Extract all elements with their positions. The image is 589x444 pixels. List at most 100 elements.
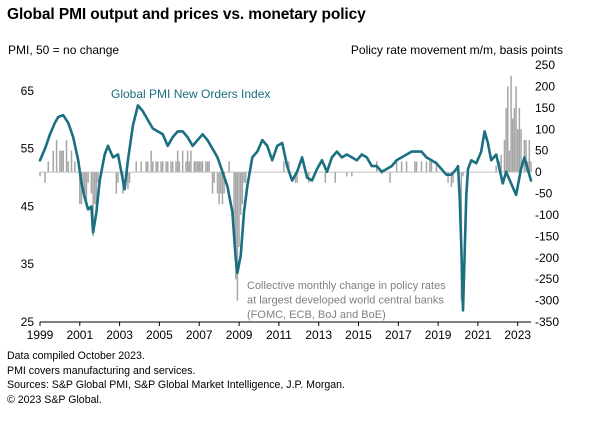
right-tick-label: 200 <box>535 79 555 93</box>
policy-bar <box>425 161 428 173</box>
x-tick-label: 2011 <box>266 328 292 342</box>
right-axis-label: Policy rate movement m/m, basis points <box>350 43 563 57</box>
policy-bar <box>55 139 58 173</box>
policy-bar <box>160 161 162 173</box>
policy-bar <box>241 172 244 205</box>
left-tick-label: 35 <box>21 257 35 271</box>
policy-bar <box>185 161 187 173</box>
policy-bar <box>93 172 96 205</box>
policy-bar <box>67 161 69 173</box>
policy-bar <box>178 161 181 173</box>
policy-bar <box>166 161 169 173</box>
policy-bar <box>429 161 431 173</box>
right-tick-label: -300 <box>535 294 559 308</box>
x-tick-label: 2015 <box>345 328 372 342</box>
x-tick-label: 2001 <box>66 328 93 342</box>
policy-bar <box>44 172 46 183</box>
x-tick-label: 1999 <box>27 328 54 342</box>
policy-bar <box>244 172 247 183</box>
policy-bar <box>147 161 149 173</box>
policy-bar <box>296 172 298 183</box>
right-tick-label: -250 <box>535 272 559 286</box>
policy-bar <box>518 107 521 173</box>
x-tick-label: 2003 <box>106 328 133 342</box>
policy-bar <box>208 161 210 173</box>
policy-bar <box>288 161 290 173</box>
policy-bar <box>221 172 224 205</box>
left-tick-label: 25 <box>21 315 35 329</box>
policy-bar <box>195 161 197 173</box>
policy-bar <box>233 172 235 248</box>
x-tick-label: 2023 <box>504 328 531 342</box>
policy-bar <box>181 150 184 173</box>
policy-bar <box>228 161 230 173</box>
policy-bar <box>530 161 532 173</box>
policy-bar <box>188 161 191 173</box>
policy-bar <box>127 172 129 190</box>
right-tick-label: -200 <box>535 251 559 265</box>
note-compiled: Data compiled October 2023. <box>7 350 145 362</box>
policy-bar <box>500 154 502 173</box>
annotation-line: Collective monthly change in policy rate… <box>247 280 446 292</box>
policy-bar <box>220 172 222 194</box>
policy-bar <box>74 161 76 173</box>
left-tick-label: 65 <box>21 84 35 98</box>
right-tick-label: -100 <box>535 208 559 222</box>
policy-bar <box>218 172 220 205</box>
policy-bar <box>508 150 511 173</box>
policy-bar <box>117 172 119 183</box>
policy-bar <box>512 118 514 173</box>
policy-bar <box>283 161 285 173</box>
policy-bar <box>79 172 81 205</box>
policy-bar <box>334 172 337 183</box>
policy-bar <box>84 172 86 194</box>
policy-bar <box>82 172 84 194</box>
policy-bar <box>206 161 209 173</box>
bar-annotation: Collective monthly change in policy rate… <box>247 280 446 321</box>
policy-bar <box>351 172 353 177</box>
policy-bar <box>520 129 522 173</box>
note-sources: Sources: S&P Global PMI, S&P Global Mark… <box>7 379 345 392</box>
note-copyright: © 2023 S&P Global. <box>7 393 102 406</box>
policy-bar <box>198 161 200 173</box>
policy-bar <box>155 161 157 173</box>
policy-bar <box>162 161 164 173</box>
policy-bar <box>150 150 152 173</box>
policy-bar <box>495 165 497 173</box>
policy-bar <box>507 86 509 173</box>
policy-bar <box>92 172 94 237</box>
policy-bar <box>435 161 438 173</box>
annotation-line: at largest developed world central banks <box>247 295 444 307</box>
policy-bar <box>175 161 177 173</box>
right-tick-label: 250 <box>535 58 555 72</box>
policy-bar <box>216 172 219 194</box>
policy-bar <box>510 75 512 173</box>
policy-bar <box>65 139 68 173</box>
policy-bar <box>59 150 61 173</box>
policy-bar <box>157 161 159 173</box>
policy-bar <box>239 172 242 215</box>
policy-bar <box>176 150 179 173</box>
right-tick-label: -50 <box>535 187 553 201</box>
policy-bar <box>234 172 237 280</box>
policy-bar <box>452 172 454 183</box>
series-label: Global PMI New Orders Index <box>111 87 270 101</box>
policy-bar <box>170 161 172 173</box>
policy-bar <box>462 172 464 177</box>
x-tick-label: 2009 <box>226 328 253 342</box>
policy-bar <box>523 139 526 173</box>
policy-bar <box>380 172 383 175</box>
policy-bar <box>128 172 131 183</box>
policy-bar <box>528 139 531 173</box>
right-tick-label: 50 <box>535 144 549 158</box>
policy-bar <box>236 172 239 301</box>
policy-bar <box>152 161 154 173</box>
policy-bar <box>213 172 215 183</box>
policy-bar <box>90 172 93 194</box>
policy-bar <box>324 172 327 183</box>
policy-bar <box>395 161 398 173</box>
policy-bar <box>346 172 348 177</box>
policy-bar <box>223 172 225 194</box>
policy-bar <box>39 172 41 177</box>
